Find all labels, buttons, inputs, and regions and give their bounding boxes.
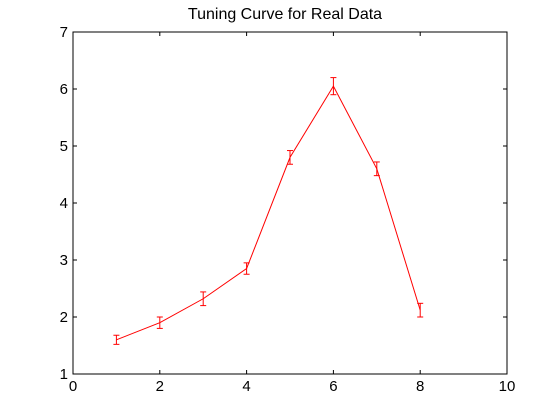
y-tick-label: 1 [60, 366, 68, 383]
series-layer [113, 77, 424, 345]
plot-frame [72, 31, 508, 375]
y-tick-label: 6 [60, 81, 68, 98]
y-axis: 1 2 3 4 5 6 7 [60, 24, 507, 383]
y-tick-label: 3 [60, 252, 68, 269]
error-bar [373, 161, 380, 177]
y-tick-label: 2 [60, 309, 68, 326]
y-tick-label: 5 [60, 138, 68, 155]
series-line [116, 85, 421, 341]
chart-title: Tuning Curve for Real Data [188, 6, 382, 23]
error-bar [113, 334, 120, 345]
x-tick-label: 10 [499, 378, 516, 395]
x-tick-label: 4 [242, 378, 250, 395]
error-bar [200, 291, 207, 307]
y-tick-label: 7 [60, 24, 68, 41]
error-bar [330, 77, 337, 96]
x-axis: 0 2 4 6 8 10 [69, 32, 516, 395]
error-bar [287, 150, 293, 165]
error-bar [243, 262, 250, 275]
error-bar [156, 316, 163, 329]
x-tick-label: 0 [69, 378, 77, 395]
error-bar [417, 302, 424, 318]
y-tick-label: 4 [60, 195, 68, 212]
x-tick-label: 6 [329, 378, 337, 395]
x-tick-label: 8 [416, 378, 424, 395]
x-tick-label: 2 [156, 378, 164, 395]
